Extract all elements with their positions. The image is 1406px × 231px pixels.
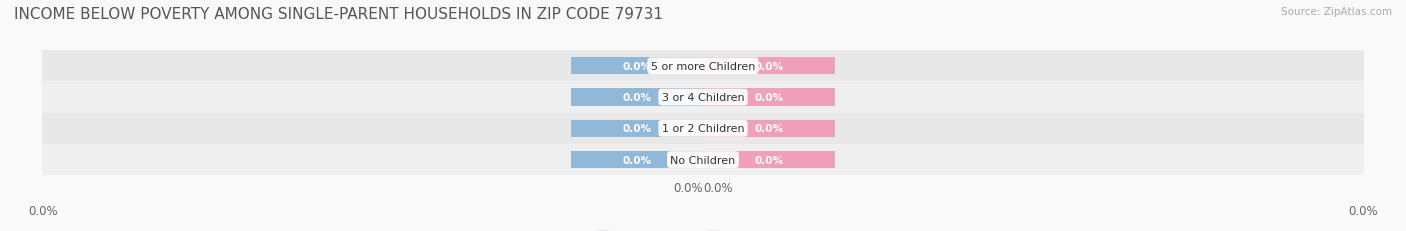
Bar: [703, 58, 835, 75]
Text: 0.0%: 0.0%: [28, 204, 58, 217]
Legend: Single Father, Single Mother: Single Father, Single Mother: [592, 226, 814, 231]
Text: 0.0%: 0.0%: [623, 93, 651, 103]
Bar: [0, 144, 1406, 176]
Text: 0.0%: 0.0%: [623, 61, 651, 71]
Text: 0.0%: 0.0%: [755, 61, 783, 71]
Text: 0.0%: 0.0%: [1348, 204, 1378, 217]
Bar: [0, 82, 1406, 113]
Text: 0.0%: 0.0%: [623, 155, 651, 165]
Text: Source: ZipAtlas.com: Source: ZipAtlas.com: [1281, 7, 1392, 17]
Bar: [703, 151, 835, 168]
Bar: [571, 151, 703, 168]
Text: 0.0%: 0.0%: [623, 124, 651, 134]
Text: INCOME BELOW POVERTY AMONG SINGLE-PARENT HOUSEHOLDS IN ZIP CODE 79731: INCOME BELOW POVERTY AMONG SINGLE-PARENT…: [14, 7, 664, 22]
Text: 5 or more Children: 5 or more Children: [651, 61, 755, 71]
Bar: [571, 58, 703, 75]
Bar: [703, 89, 835, 106]
Bar: [571, 89, 703, 106]
Bar: [0, 113, 1406, 144]
Bar: [703, 120, 835, 137]
Text: 0.0%: 0.0%: [755, 124, 783, 134]
Text: 0.0%: 0.0%: [755, 155, 783, 165]
Bar: [571, 120, 703, 137]
Text: No Children: No Children: [671, 155, 735, 165]
Bar: [0, 51, 1406, 82]
Text: 1 or 2 Children: 1 or 2 Children: [662, 124, 744, 134]
Text: 0.0%: 0.0%: [703, 181, 733, 194]
Text: 3 or 4 Children: 3 or 4 Children: [662, 93, 744, 103]
Text: 0.0%: 0.0%: [755, 93, 783, 103]
Text: 0.0%: 0.0%: [673, 181, 703, 194]
